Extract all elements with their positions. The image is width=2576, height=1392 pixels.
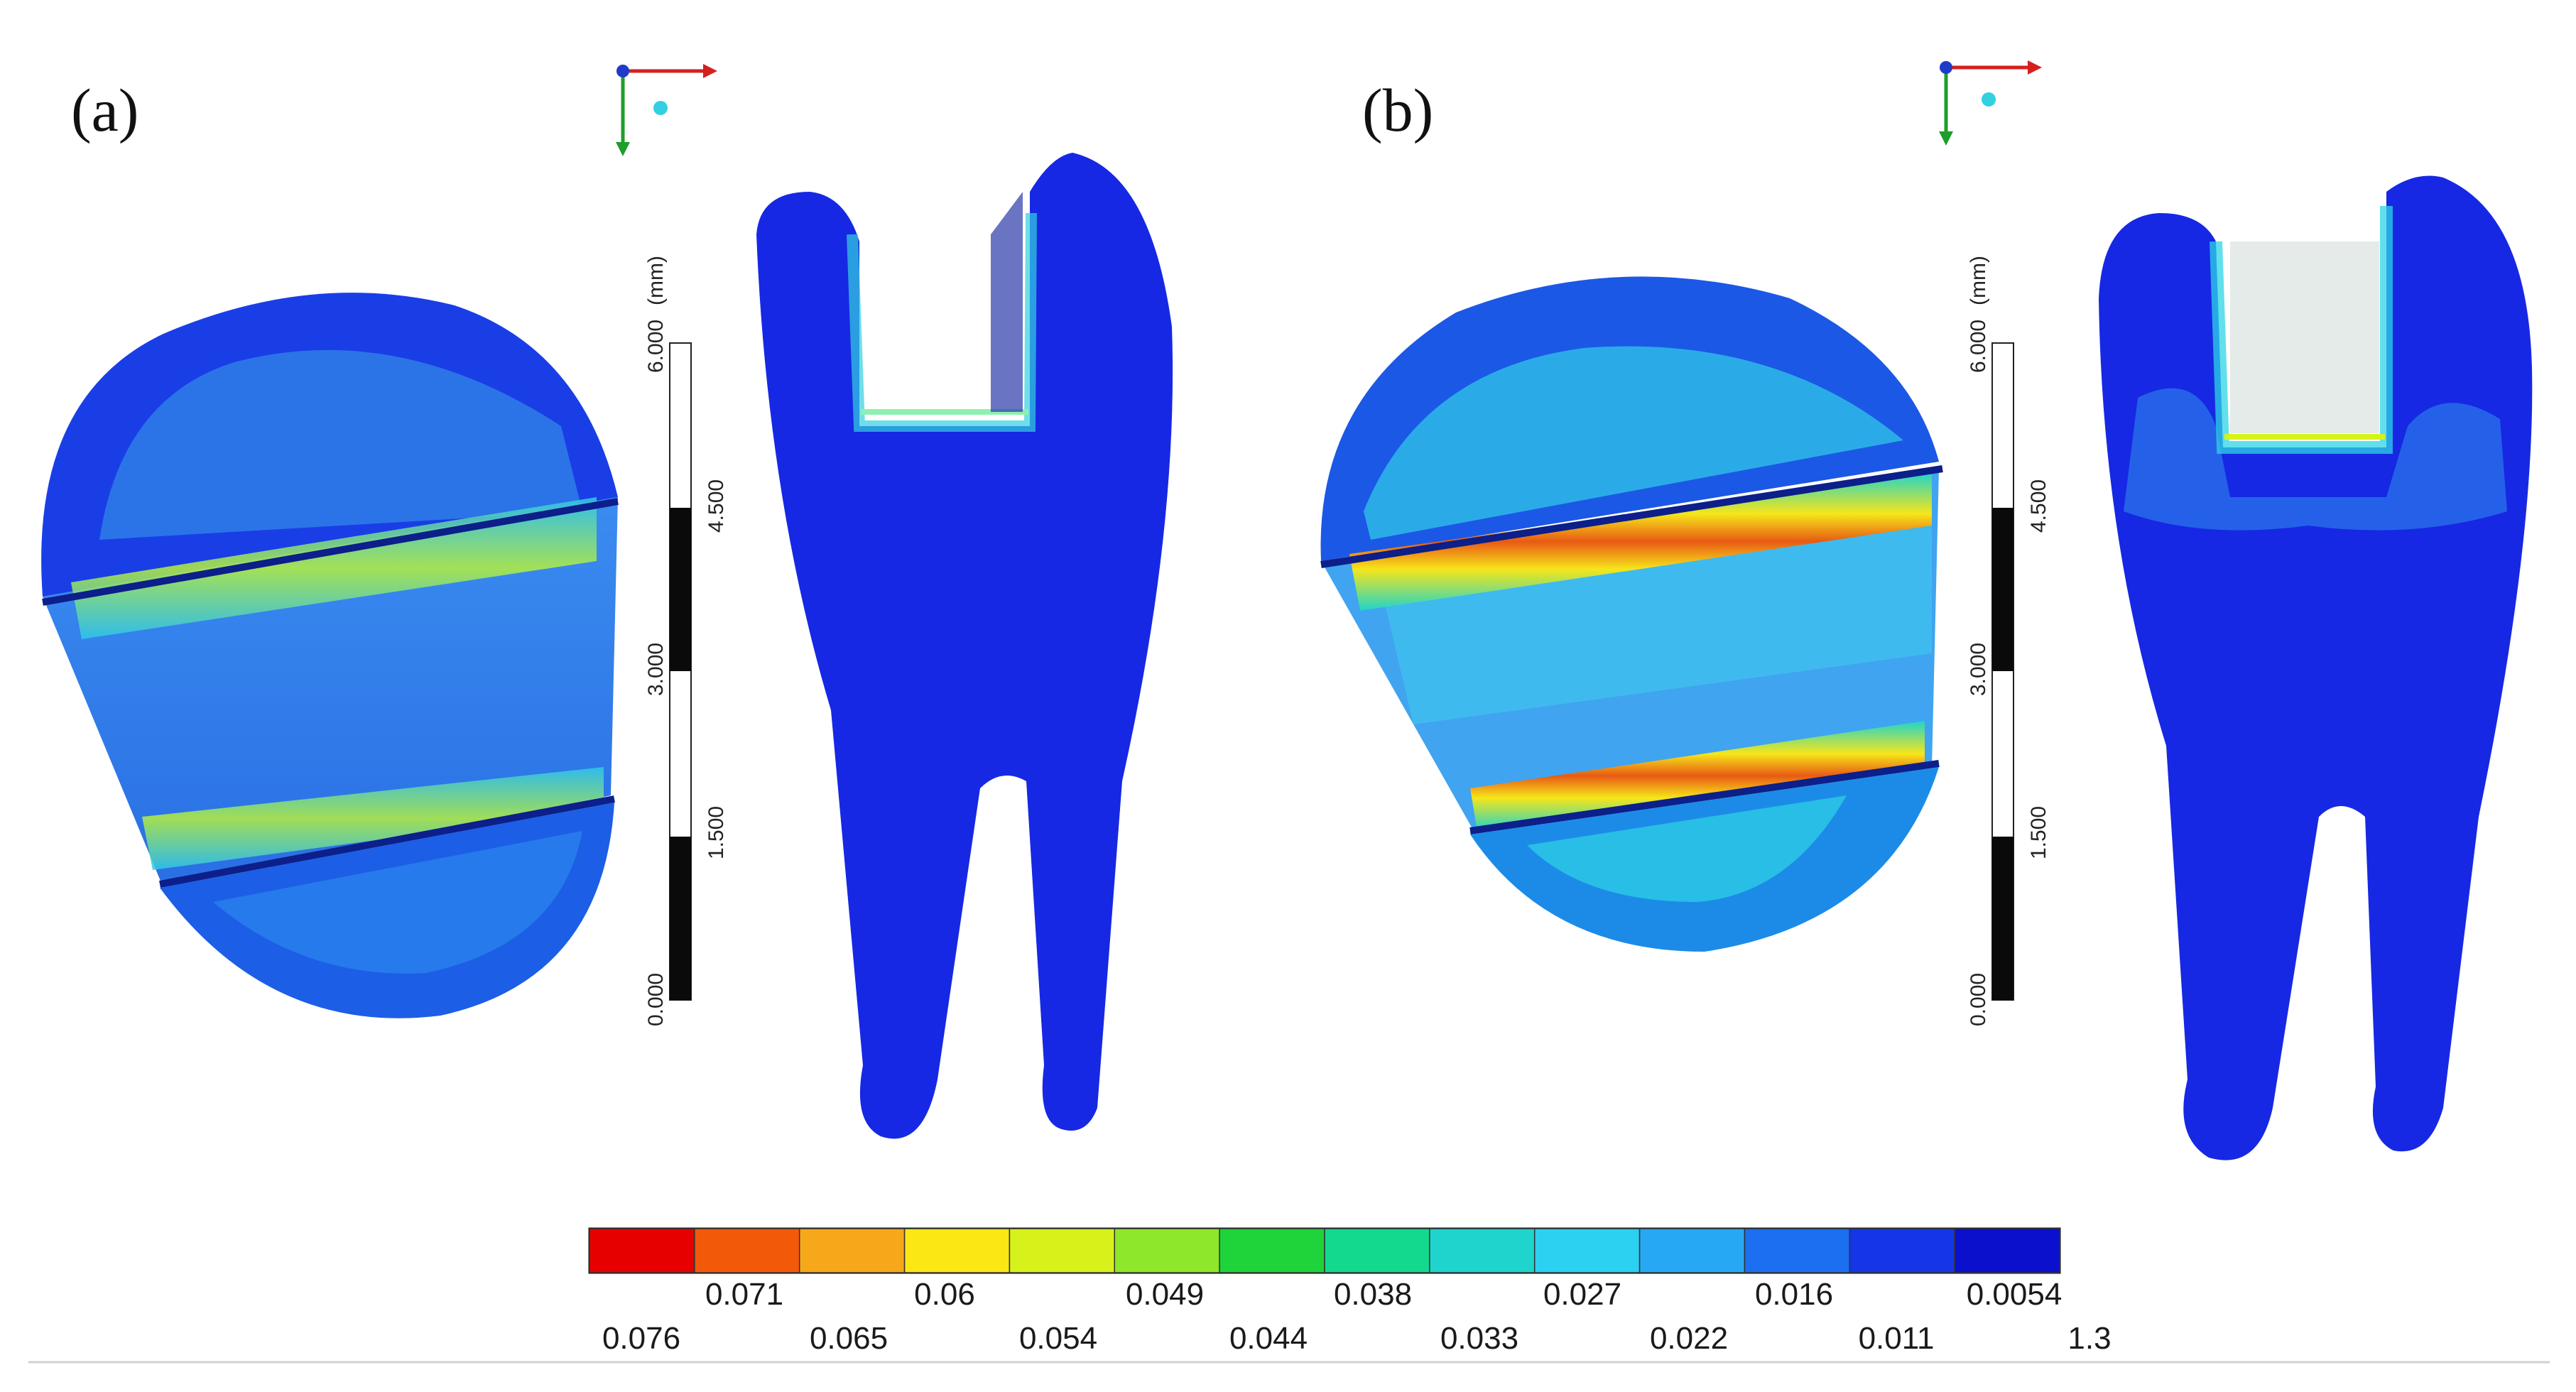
scale-bar: 0.000 1.500 3.000 4.500 6.000 (mm) — [644, 256, 728, 1026]
panel-label-a: (a) — [71, 76, 139, 144]
colorbar-lower-label: 0.022 — [1649, 1321, 1729, 1356]
colorbar-lower-label: 0.076 — [602, 1321, 681, 1356]
colorbar-cell — [589, 1228, 695, 1273]
colorbar-lower-label: 0.044 — [1229, 1321, 1308, 1356]
colorbar-lower-label: 0.033 — [1440, 1321, 1519, 1356]
scale-tick-label: 4.500 — [2027, 479, 2050, 533]
inlay-model — [41, 293, 619, 1018]
colorbar-cell — [1429, 1228, 1536, 1273]
colorbar-cell — [1744, 1228, 1851, 1273]
axis-triad-icon — [616, 64, 717, 156]
colorbar-upper-label: 0.027 — [1543, 1277, 1622, 1312]
colorbar-cell — [798, 1228, 906, 1273]
colorbar-cell — [1954, 1228, 2060, 1273]
scale-tick-label: 4.500 — [705, 479, 728, 533]
axis-triad-icon — [1939, 60, 2042, 146]
scale-tick-label: 0.000 — [644, 973, 668, 1026]
panel-a: 0.000 1.500 3.000 4.500 6.000 (mm) — [41, 64, 1173, 1139]
colorbar-cell — [1324, 1228, 1430, 1273]
colorbar-cell — [1114, 1228, 1220, 1273]
colorbar — [588, 1227, 2061, 1274]
colorbar-cell — [1638, 1228, 1746, 1273]
scale-tick-label: 0.000 — [1967, 973, 1990, 1026]
inlay-model — [1320, 276, 1943, 952]
tooth-model — [2099, 175, 2533, 1160]
scale-tick-label: 6.000 — [1967, 320, 1990, 373]
colorbar-upper-label: 0.038 — [1333, 1277, 1413, 1312]
colorbar-lower-label: 1.3 — [2067, 1321, 2112, 1356]
scale-unit-label: (mm) — [1967, 256, 1990, 305]
colorbar-lower-label: 0.011 — [1858, 1321, 1935, 1356]
colorbar-lower-label: 0.054 — [1018, 1321, 1098, 1356]
scale-tick-label: 3.000 — [644, 643, 668, 696]
colorbar-upper-label: 0.0054 — [1966, 1277, 2063, 1312]
scale-bar: 0.000 1.500 3.000 4.500 6.000 (mm) — [1967, 256, 2050, 1026]
colorbar-cell — [903, 1228, 1011, 1273]
colorbar-cell — [1009, 1228, 1116, 1273]
scale-tick-label: 1.500 — [705, 806, 728, 859]
colorbar-cell — [1219, 1228, 1325, 1273]
colorbar-lower-label: 0.065 — [809, 1321, 888, 1356]
tooth-model — [756, 153, 1173, 1139]
colorbar-upper-label: 0.071 — [705, 1277, 784, 1312]
panel-b: 0.000 1.500 3.000 4.500 6.000 (mm) — [1320, 60, 2533, 1160]
scale-tick-label: 3.000 — [1967, 643, 1990, 696]
colorbar-cell — [694, 1228, 800, 1273]
scale-tick-label: 6.000 — [644, 320, 668, 373]
scale-tick-label: 1.500 — [2027, 806, 2050, 859]
colorbar-upper-label: 0.016 — [1754, 1277, 1834, 1312]
colorbar-upper-label: 0.06 — [914, 1277, 975, 1312]
panel-label-b: (b) — [1362, 76, 1434, 144]
scale-unit-label: (mm) — [644, 256, 668, 305]
colorbar-cell — [1533, 1228, 1641, 1273]
colorbar-upper-label: 0.049 — [1125, 1277, 1205, 1312]
colorbar-cell — [1849, 1228, 1955, 1273]
